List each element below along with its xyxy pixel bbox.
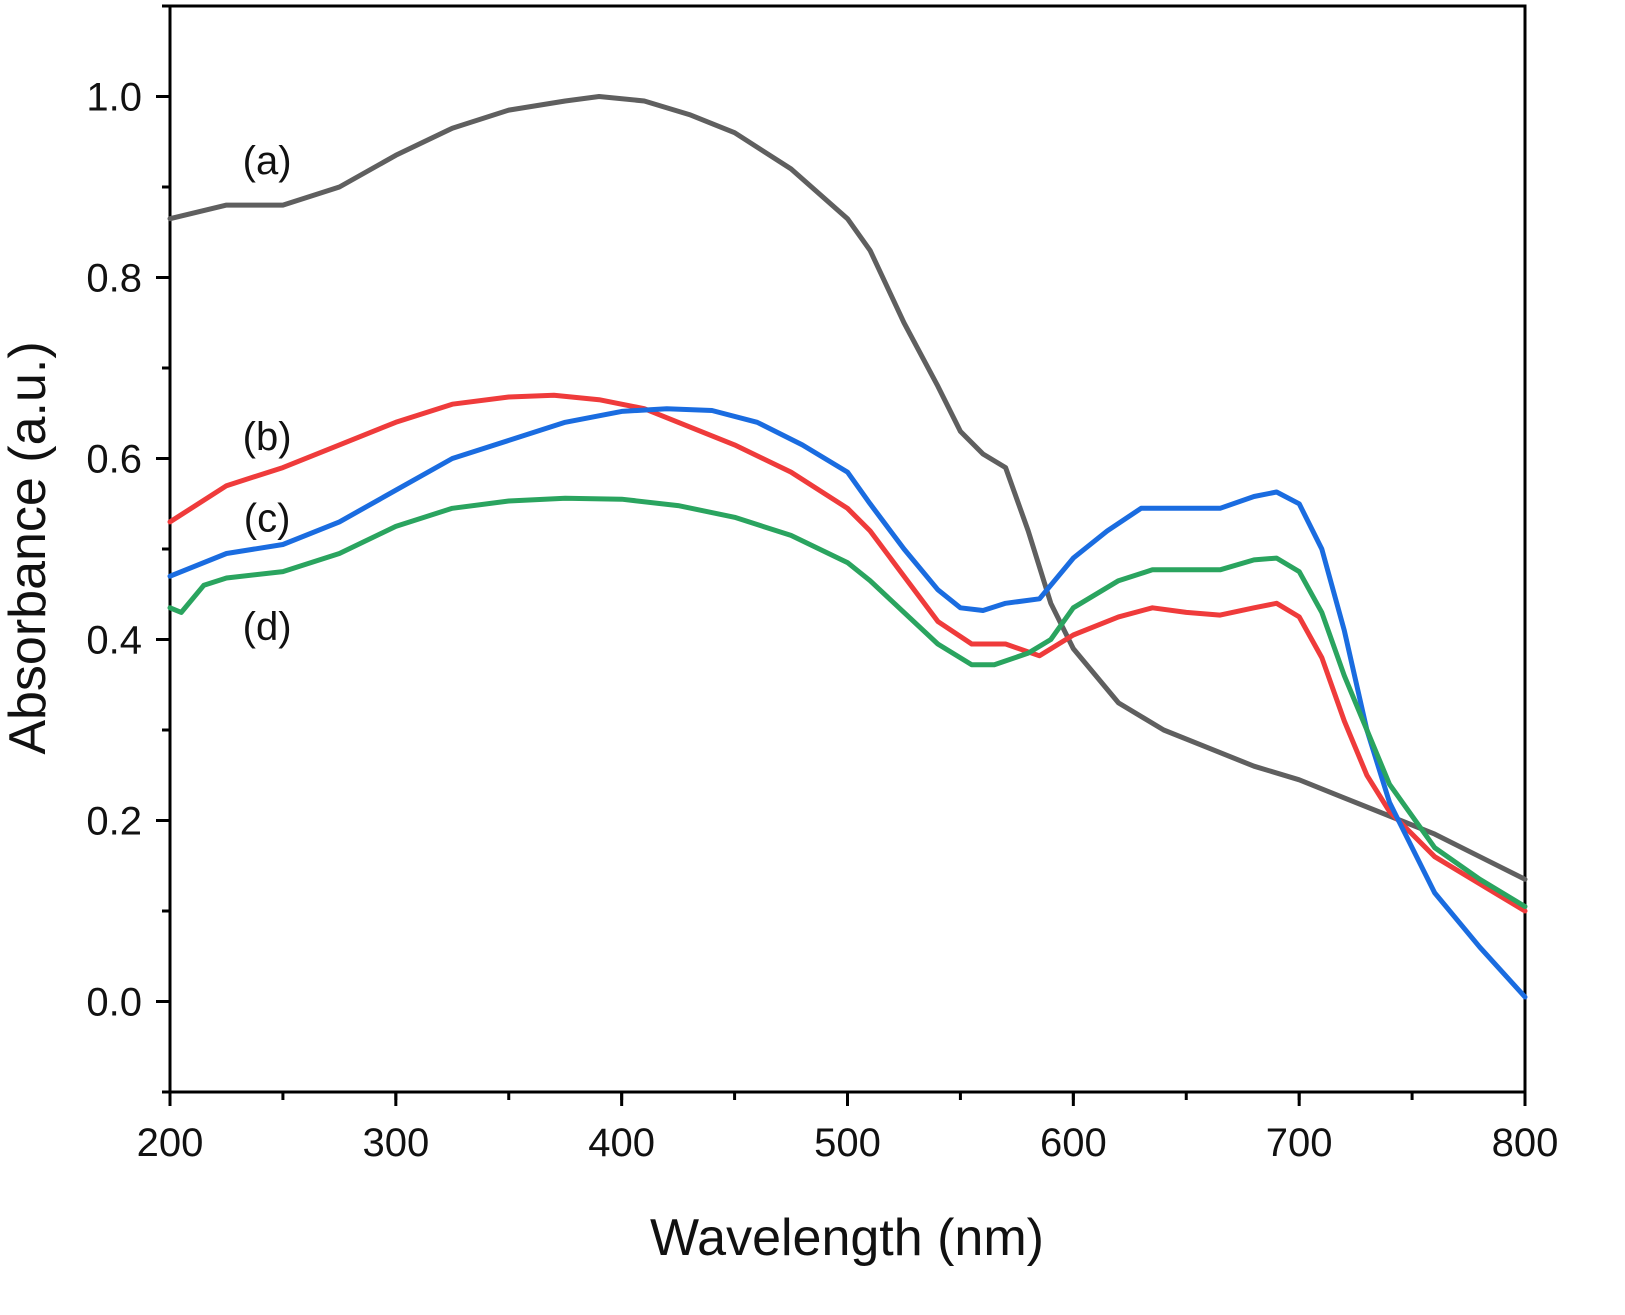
series-labels: (a) (b) (c) (d) bbox=[243, 139, 292, 649]
x-tick-label: 200 bbox=[137, 1121, 204, 1165]
y-tick-label: 1.0 bbox=[86, 76, 142, 120]
x-tick-label: 500 bbox=[814, 1121, 881, 1165]
y-axis-title: Absorbance (a.u.) bbox=[0, 341, 57, 754]
series-label-b: (b) bbox=[243, 415, 292, 459]
y-tick-label: 0.2 bbox=[86, 800, 142, 844]
x-tick-label: 700 bbox=[1266, 1121, 1333, 1165]
axis-ticks: 200 300 400 500 600 700 800 0.0 0.2 0.4 0.6 0.8 1.0 bbox=[86, 4, 1559, 1165]
x-axis-title: Wavelength (nm) bbox=[650, 1209, 1044, 1267]
y-tick-label: 0.4 bbox=[86, 619, 142, 663]
x-tick-label: 300 bbox=[362, 1121, 429, 1165]
series-label-a: (a) bbox=[243, 139, 292, 183]
series-line-c bbox=[167, 406, 1528, 1000]
y-tick-label: 0.8 bbox=[86, 257, 142, 301]
series-label-c: (c) bbox=[244, 496, 291, 540]
y-tick-label: 0.0 bbox=[86, 981, 142, 1025]
series-line-a bbox=[167, 94, 1528, 882]
series-group bbox=[167, 94, 1528, 1000]
series-line-d bbox=[167, 495, 1528, 909]
x-tick-label: 800 bbox=[1492, 1121, 1559, 1165]
x-tick-label: 600 bbox=[1040, 1121, 1107, 1165]
series-line-b bbox=[167, 392, 1528, 914]
series-label-d: (d) bbox=[243, 605, 292, 649]
y-tick-label: 0.6 bbox=[86, 438, 142, 482]
x-tick-label: 400 bbox=[588, 1121, 655, 1165]
